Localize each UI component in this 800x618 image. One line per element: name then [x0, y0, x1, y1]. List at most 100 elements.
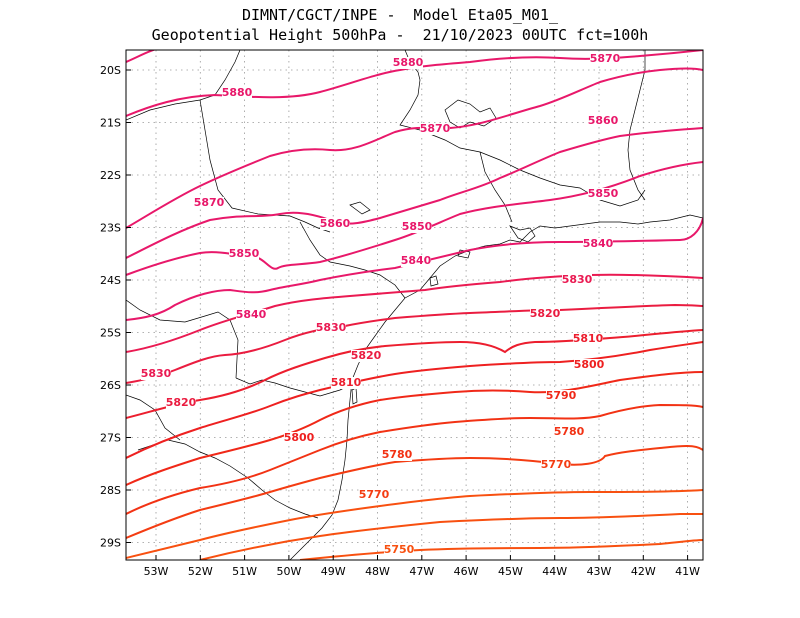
contour-line-5820: [126, 303, 703, 384]
border-mg-sp: [126, 50, 241, 121]
lat-tick-label: 23S: [100, 222, 121, 235]
contour-label-5780: 5780: [554, 425, 585, 438]
contour-label-5850: 5850: [402, 220, 433, 233]
island-florianopolis: [351, 387, 358, 405]
contour-label-5850: 5850: [229, 247, 260, 260]
contour-label-5860: 5860: [588, 114, 619, 127]
lon-tick-label: 51W: [232, 565, 257, 578]
contour-line-5750: [299, 539, 703, 560]
guanabara-bay: [509, 225, 536, 243]
contour-label-bg: [588, 115, 618, 127]
contour-label-5790: 5790: [546, 389, 577, 402]
contour-label-bg: [562, 274, 592, 286]
lon-tick-label: 41W: [675, 565, 700, 578]
contour-label-bg: [382, 449, 412, 461]
contour-line-5790: [126, 371, 703, 486]
contour-label-5800: 5800: [574, 358, 605, 371]
contour-label-bg: [359, 489, 389, 501]
contour-label-bg: [316, 322, 346, 334]
contour-label-5840: 5840: [583, 237, 614, 250]
contour-label-bg: [546, 390, 576, 402]
contour-label-5830: 5830: [141, 367, 172, 380]
contour-label-bg: [194, 197, 224, 209]
lat-tick-label: 25S: [100, 327, 121, 340]
contour-label-5800: 5800: [284, 431, 315, 444]
lat-tick-label: 28S: [100, 484, 121, 497]
border-mg-es: [627, 50, 646, 201]
lat-tick-label: 24S: [100, 274, 121, 287]
island-sao-sebastiao: [429, 275, 439, 287]
contour-line-5880: [126, 50, 157, 63]
contour-label-5870: 5870: [420, 122, 451, 135]
contour-label-5810: 5810: [573, 332, 604, 345]
contour-label-bg: [384, 544, 414, 556]
contour-label-5840: 5840: [236, 308, 267, 321]
contour-label-5770: 5770: [359, 488, 390, 501]
contour-line-5750: [126, 489, 703, 559]
contour-label-bg: [141, 368, 171, 380]
contour-label-5820: 5820: [351, 349, 382, 362]
lon-tick-label: 46W: [454, 565, 479, 578]
contour-label-bg: [574, 359, 604, 371]
lon-tick-label: 43W: [587, 565, 612, 578]
contour-line-5810: [126, 329, 703, 419]
contour-label-bg: [573, 333, 603, 345]
contour-label-5830: 5830: [316, 321, 347, 334]
contour-label-5780: 5780: [382, 448, 413, 461]
lon-tick-label: 45W: [498, 565, 523, 578]
contour-label-5860: 5860: [320, 217, 351, 230]
furnas-reservoir: [444, 99, 497, 129]
contour-label-5870: 5870: [194, 196, 225, 209]
border-pr-sc: [235, 377, 353, 397]
lon-tick-label: 53W: [144, 565, 169, 578]
contour-label-bg: [588, 188, 618, 200]
lat-lon-grid: [126, 50, 703, 560]
contour-label-bg: [402, 221, 432, 233]
border-pr-sp: [299, 221, 406, 299]
contour-line-5840: [126, 217, 703, 321]
contour-line-5860: [126, 127, 703, 259]
lat-tick-label: 21S: [100, 117, 121, 130]
lon-tick-label: 48W: [365, 565, 390, 578]
contour-label-bg: [236, 309, 266, 321]
contour-line-5870: [126, 67, 703, 229]
contour-label-5850: 5850: [588, 187, 619, 200]
reservoir-sp: [349, 201, 371, 215]
lon-tick-label: 50W: [276, 565, 301, 578]
contour-label-bg: [393, 57, 423, 69]
border-sp-rj: [479, 151, 513, 223]
contour-line-5750: [199, 512, 703, 560]
contour-label-bg: [530, 308, 560, 320]
contour-label-5870: 5870: [590, 52, 621, 65]
contour-label-5820: 5820: [166, 396, 197, 409]
contour-label-bg: [166, 397, 196, 409]
contour-label-bg: [351, 350, 381, 362]
lon-tick-label: 44W: [542, 565, 567, 578]
contour-label-bg: [222, 87, 252, 99]
lat-tick-label: 29S: [100, 537, 121, 550]
map-frame: [125, 49, 704, 561]
contour-label-bg: [320, 218, 350, 230]
border-paraguay: [126, 299, 239, 379]
contour-line-5770: [126, 445, 703, 539]
contour-label-bg: [420, 123, 450, 135]
contour-label-5880: 5880: [222, 86, 253, 99]
contour-label-5880: 5880: [393, 56, 424, 69]
contour-label-5770: 5770: [541, 458, 572, 471]
contour-label-5810: 5810: [331, 376, 362, 389]
contour-label-bg: [229, 248, 259, 260]
contour-labels: 5880 5880 5870 5870 5870 5860 5860 5850 5850 5850…: [141, 52, 621, 556]
contour-label-5840: 5840: [401, 254, 432, 267]
border-sp-ms: [199, 99, 331, 233]
contour-line-5800: [126, 341, 703, 459]
chart-title-line-2: Geopotential Height 500hPa - 21/10/2023 …: [151, 26, 649, 44]
contour-label-bg: [554, 426, 584, 438]
lon-tick-label: 52W: [188, 565, 213, 578]
contour-label-bg: [590, 53, 620, 65]
lon-tick-label: 47W: [409, 565, 434, 578]
axis-ticks: 53W 52W 51W 50W 49W 48W 47W 46W 45W 44W 43W 42W 41W 2…: [100, 64, 700, 578]
lat-tick-label: 26S: [100, 379, 121, 392]
contour-label-bg: [541, 459, 571, 471]
contour-label-bg: [583, 238, 613, 250]
